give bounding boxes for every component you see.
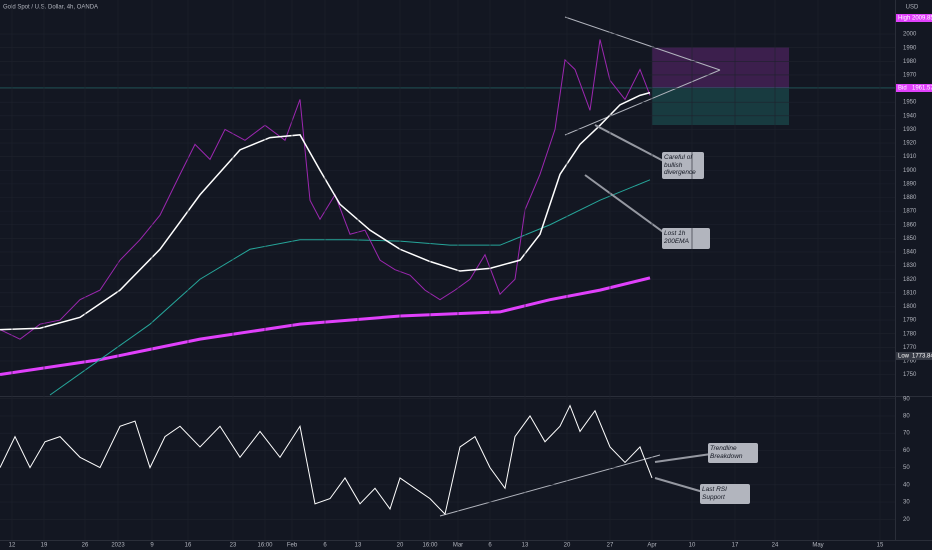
x-tick-label: 9 — [150, 543, 154, 549]
x-tick-label: 6 — [488, 543, 492, 549]
y-tick-label: 2000 — [903, 32, 917, 38]
y-tick-label: 20 — [903, 517, 910, 523]
annotation-text: Trendline Breakdown — [710, 445, 743, 460]
series-line — [49, 179, 651, 396]
y-tick-label: 1770 — [903, 345, 917, 351]
risk-zone — [652, 47, 789, 88]
x-tick-label: 16:00 — [257, 543, 273, 549]
y-tick-label: 1910 — [903, 154, 917, 160]
x-tick-label: 15 — [877, 543, 884, 549]
y-tick-label: 1790 — [903, 318, 917, 324]
y-tick-label: 1920 — [903, 141, 917, 147]
price-tag-value: 1961.575 — [912, 86, 932, 92]
y-tick-label: 70 — [903, 431, 910, 437]
x-tick-label: Feb — [287, 543, 298, 549]
annotation-text: Careful of bullish divergence — [664, 154, 696, 176]
x-tick-label: 16:00 — [422, 543, 438, 549]
x-tick-label: 2023 — [111, 543, 125, 549]
triangle-lower — [564, 69, 721, 136]
annotation: Lost 1h 200EMA — [664, 230, 689, 245]
annotation-box — [708, 443, 758, 463]
y-tick-label: 1780 — [903, 331, 917, 337]
annotation-box — [662, 228, 710, 249]
y-tick-label: 1870 — [903, 209, 917, 215]
x-tick-label: 19 — [41, 543, 48, 549]
rsi-trendline — [439, 454, 661, 517]
price-tag-name: High — [898, 16, 910, 22]
reward-zone — [652, 88, 789, 125]
y-tick-label: 90 — [903, 396, 910, 402]
annotation: Last RSI Support — [702, 486, 727, 501]
y-tick-label: 1810 — [903, 290, 917, 296]
y-tick-label: 1900 — [903, 168, 917, 174]
x-tick-label: 23 — [230, 543, 237, 549]
y-tick-label: 60 — [903, 448, 910, 454]
annotation-box — [662, 152, 704, 179]
x-tick-label: 13 — [355, 543, 362, 549]
y-tick-label: 1830 — [903, 263, 917, 269]
y-tick-label: 1880 — [903, 195, 917, 201]
annotation-text: Lost 1h 200EMA — [664, 230, 689, 245]
annotation: Trendline Breakdown — [710, 445, 743, 460]
y-tick-label: 1990 — [903, 45, 917, 51]
price-tag-value: 2009.850 — [912, 16, 932, 22]
currency: USD — [906, 5, 919, 11]
x-tick-label: Mar — [453, 543, 463, 549]
x-tick-label: Apr — [647, 543, 656, 549]
x-tick-label: 10 — [689, 543, 696, 549]
y-tick-label: 1940 — [903, 113, 917, 119]
annotation-pointer — [584, 174, 673, 240]
series-line — [0, 404, 653, 516]
y-tick-label: 1850 — [903, 236, 917, 242]
price-tag-value: 1773.845 — [912, 354, 932, 360]
chart-title: Gold Spot / U.S. Dollar, 4h, OANDA — [3, 5, 98, 11]
price-tag-box — [896, 84, 932, 92]
y-tick-label: 1950 — [903, 100, 917, 106]
x-tick-label: 13 — [522, 543, 529, 549]
y-tick-label: 1750 — [903, 372, 917, 378]
price-tag-name: Low — [898, 354, 910, 360]
y-tick-label: 1820 — [903, 277, 917, 283]
y-tick-label: 30 — [903, 500, 910, 506]
series-line — [0, 91, 651, 331]
x-tick-label: 17 — [732, 543, 739, 549]
y-tick-label: 1890 — [903, 181, 917, 187]
y-tick-label: 50 — [903, 465, 910, 471]
price-tag-box — [896, 352, 932, 360]
series-line — [0, 39, 651, 340]
x-tick-label: 6 — [323, 543, 327, 549]
annotation: Careful of bullish divergence — [664, 154, 696, 176]
x-tick-label: 16 — [185, 543, 192, 549]
x-tick-label: 20 — [564, 543, 571, 549]
y-tick-label: 80 — [903, 414, 910, 420]
annotation-pointer — [654, 452, 719, 463]
y-tick-label: 1840 — [903, 250, 917, 256]
y-tick-label: 1970 — [903, 72, 917, 78]
x-tick-label: 12 — [9, 543, 16, 549]
y-tick-label: 1800 — [903, 304, 917, 310]
y-tick-label: 1930 — [903, 127, 917, 133]
price-tag-box — [896, 14, 932, 22]
y-tick-label: 40 — [903, 482, 910, 488]
annotation-pointer — [594, 124, 673, 167]
x-tick-label: 27 — [607, 543, 614, 549]
annotation-text: Last RSI Support — [702, 486, 727, 501]
x-tick-label: May — [812, 543, 823, 549]
annotation-box — [700, 484, 750, 504]
x-tick-label: 20 — [397, 543, 404, 549]
price-tag-name: Bid — [898, 86, 907, 92]
y-tick-label: 1760 — [903, 359, 917, 365]
x-tick-label: 26 — [82, 543, 89, 549]
y-tick-label: 1860 — [903, 222, 917, 228]
x-tick-label: 24 — [772, 543, 779, 549]
y-tick-label: 1980 — [903, 59, 917, 65]
